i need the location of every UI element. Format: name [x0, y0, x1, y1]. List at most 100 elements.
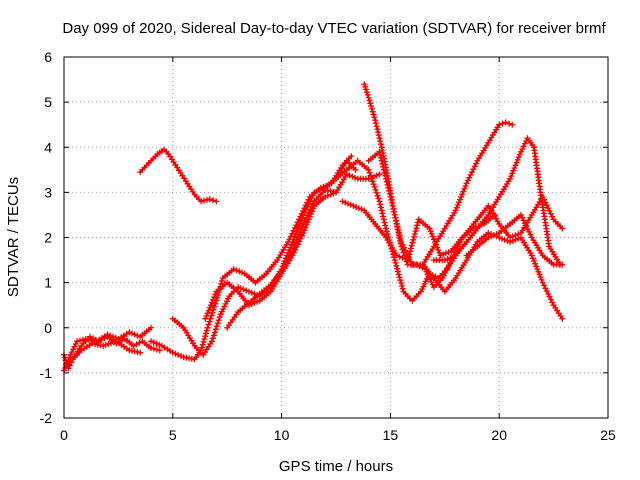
data-point-marker	[297, 220, 304, 227]
data-point-marker	[441, 257, 448, 264]
data-point-marker	[447, 254, 454, 261]
data-point-marker	[463, 180, 470, 187]
data-point-marker	[347, 201, 354, 208]
data-point-marker	[314, 188, 320, 195]
data-point-marker	[392, 259, 399, 266]
data-point-marker	[199, 341, 206, 348]
data-point-marker	[353, 204, 360, 210]
data-point-marker	[533, 263, 540, 270]
y-tick-label: -1	[40, 365, 53, 381]
data-point-marker	[375, 195, 382, 202]
data-point-marker	[298, 226, 305, 233]
data-point-marker	[214, 294, 221, 301]
data-point-marker	[254, 298, 261, 305]
data-point-marker	[380, 163, 387, 170]
data-point-marker	[293, 228, 300, 235]
data-point-marker	[461, 185, 468, 192]
data-point-marker	[496, 121, 503, 128]
data-point-marker	[376, 171, 383, 178]
series-line	[363, 83, 462, 289]
data-point-marker	[311, 189, 318, 196]
data-point-marker	[392, 214, 399, 221]
data-point-marker	[369, 178, 376, 185]
data-point-marker	[373, 172, 380, 179]
data-point-marker	[391, 208, 397, 215]
data-point-marker	[330, 190, 337, 197]
data-point-marker	[305, 216, 312, 223]
data-point-marker	[210, 332, 217, 339]
data-point-marker	[206, 318, 213, 325]
data-point-marker	[376, 148, 383, 155]
data-point-marker	[394, 265, 401, 272]
data-point-marker	[374, 192, 381, 199]
data-point-marker	[529, 255, 536, 262]
data-point-marker	[293, 244, 300, 251]
data-point-marker	[296, 222, 302, 229]
data-point-marker	[380, 216, 387, 223]
data-point-marker	[67, 351, 74, 358]
data-point-marker	[339, 198, 346, 205]
data-point-marker	[445, 249, 452, 256]
data-point-marker	[209, 338, 215, 345]
data-point-marker	[458, 193, 465, 200]
data-point-marker	[385, 184, 392, 191]
data-point-marker	[440, 251, 447, 258]
data-point-marker	[520, 143, 527, 150]
data-point-marker	[372, 117, 379, 124]
data-point-marker	[367, 100, 374, 107]
y-tick-label: 2	[44, 230, 52, 246]
data-point-marker	[460, 188, 467, 195]
data-point-marker	[309, 208, 316, 215]
x-tick-label: 15	[383, 427, 399, 443]
data-point-marker	[453, 204, 460, 211]
data-point-marker	[350, 202, 357, 209]
data-point-marker	[150, 339, 157, 346]
data-point-marker	[377, 151, 384, 158]
data-point-marker	[289, 252, 296, 259]
data-point-marker	[288, 241, 295, 248]
data-point-marker	[512, 232, 519, 239]
data-point-marker	[110, 333, 116, 340]
data-point-marker	[504, 237, 511, 244]
data-point-marker	[535, 268, 542, 275]
data-point-marker	[485, 234, 492, 241]
data-point-marker	[501, 236, 508, 243]
data-point-marker	[383, 178, 390, 185]
data-point-marker	[373, 123, 380, 130]
data-point-marker	[442, 250, 449, 257]
data-point-marker	[129, 330, 135, 337]
data-point-marker	[466, 174, 473, 181]
data-point-marker	[515, 231, 522, 238]
data-point-marker	[201, 336, 208, 342]
data-point-marker	[473, 160, 480, 167]
data-point-marker	[303, 221, 310, 228]
data-point-marker	[371, 114, 378, 121]
data-point-marker	[153, 340, 160, 347]
data-point-marker	[150, 345, 157, 352]
data-point-marker	[363, 86, 369, 93]
data-point-marker	[243, 287, 250, 294]
data-point-marker	[207, 302, 214, 309]
data-point-marker	[457, 196, 463, 203]
data-point-marker	[408, 242, 415, 249]
data-point-marker	[395, 271, 402, 278]
data-point-marker	[233, 267, 240, 274]
data-point-marker	[246, 288, 252, 295]
data-point-marker	[203, 330, 209, 337]
data-point-marker	[306, 213, 313, 220]
data-point-marker	[452, 207, 459, 214]
data-point-marker	[68, 349, 75, 356]
data-point-marker	[541, 282, 548, 289]
data-point-marker	[355, 205, 362, 212]
data-point-marker	[512, 162, 519, 169]
data-point-marker	[394, 224, 401, 230]
data-point-marker	[532, 260, 539, 267]
x-tick-label: 0	[60, 427, 68, 443]
data-point-marker	[414, 222, 421, 229]
data-point-marker	[390, 205, 397, 212]
data-point-marker	[374, 126, 381, 133]
data-point-marker	[299, 223, 306, 230]
data-point-marker	[462, 183, 469, 190]
data-point-marker	[541, 196, 548, 203]
data-point-marker	[372, 186, 379, 193]
